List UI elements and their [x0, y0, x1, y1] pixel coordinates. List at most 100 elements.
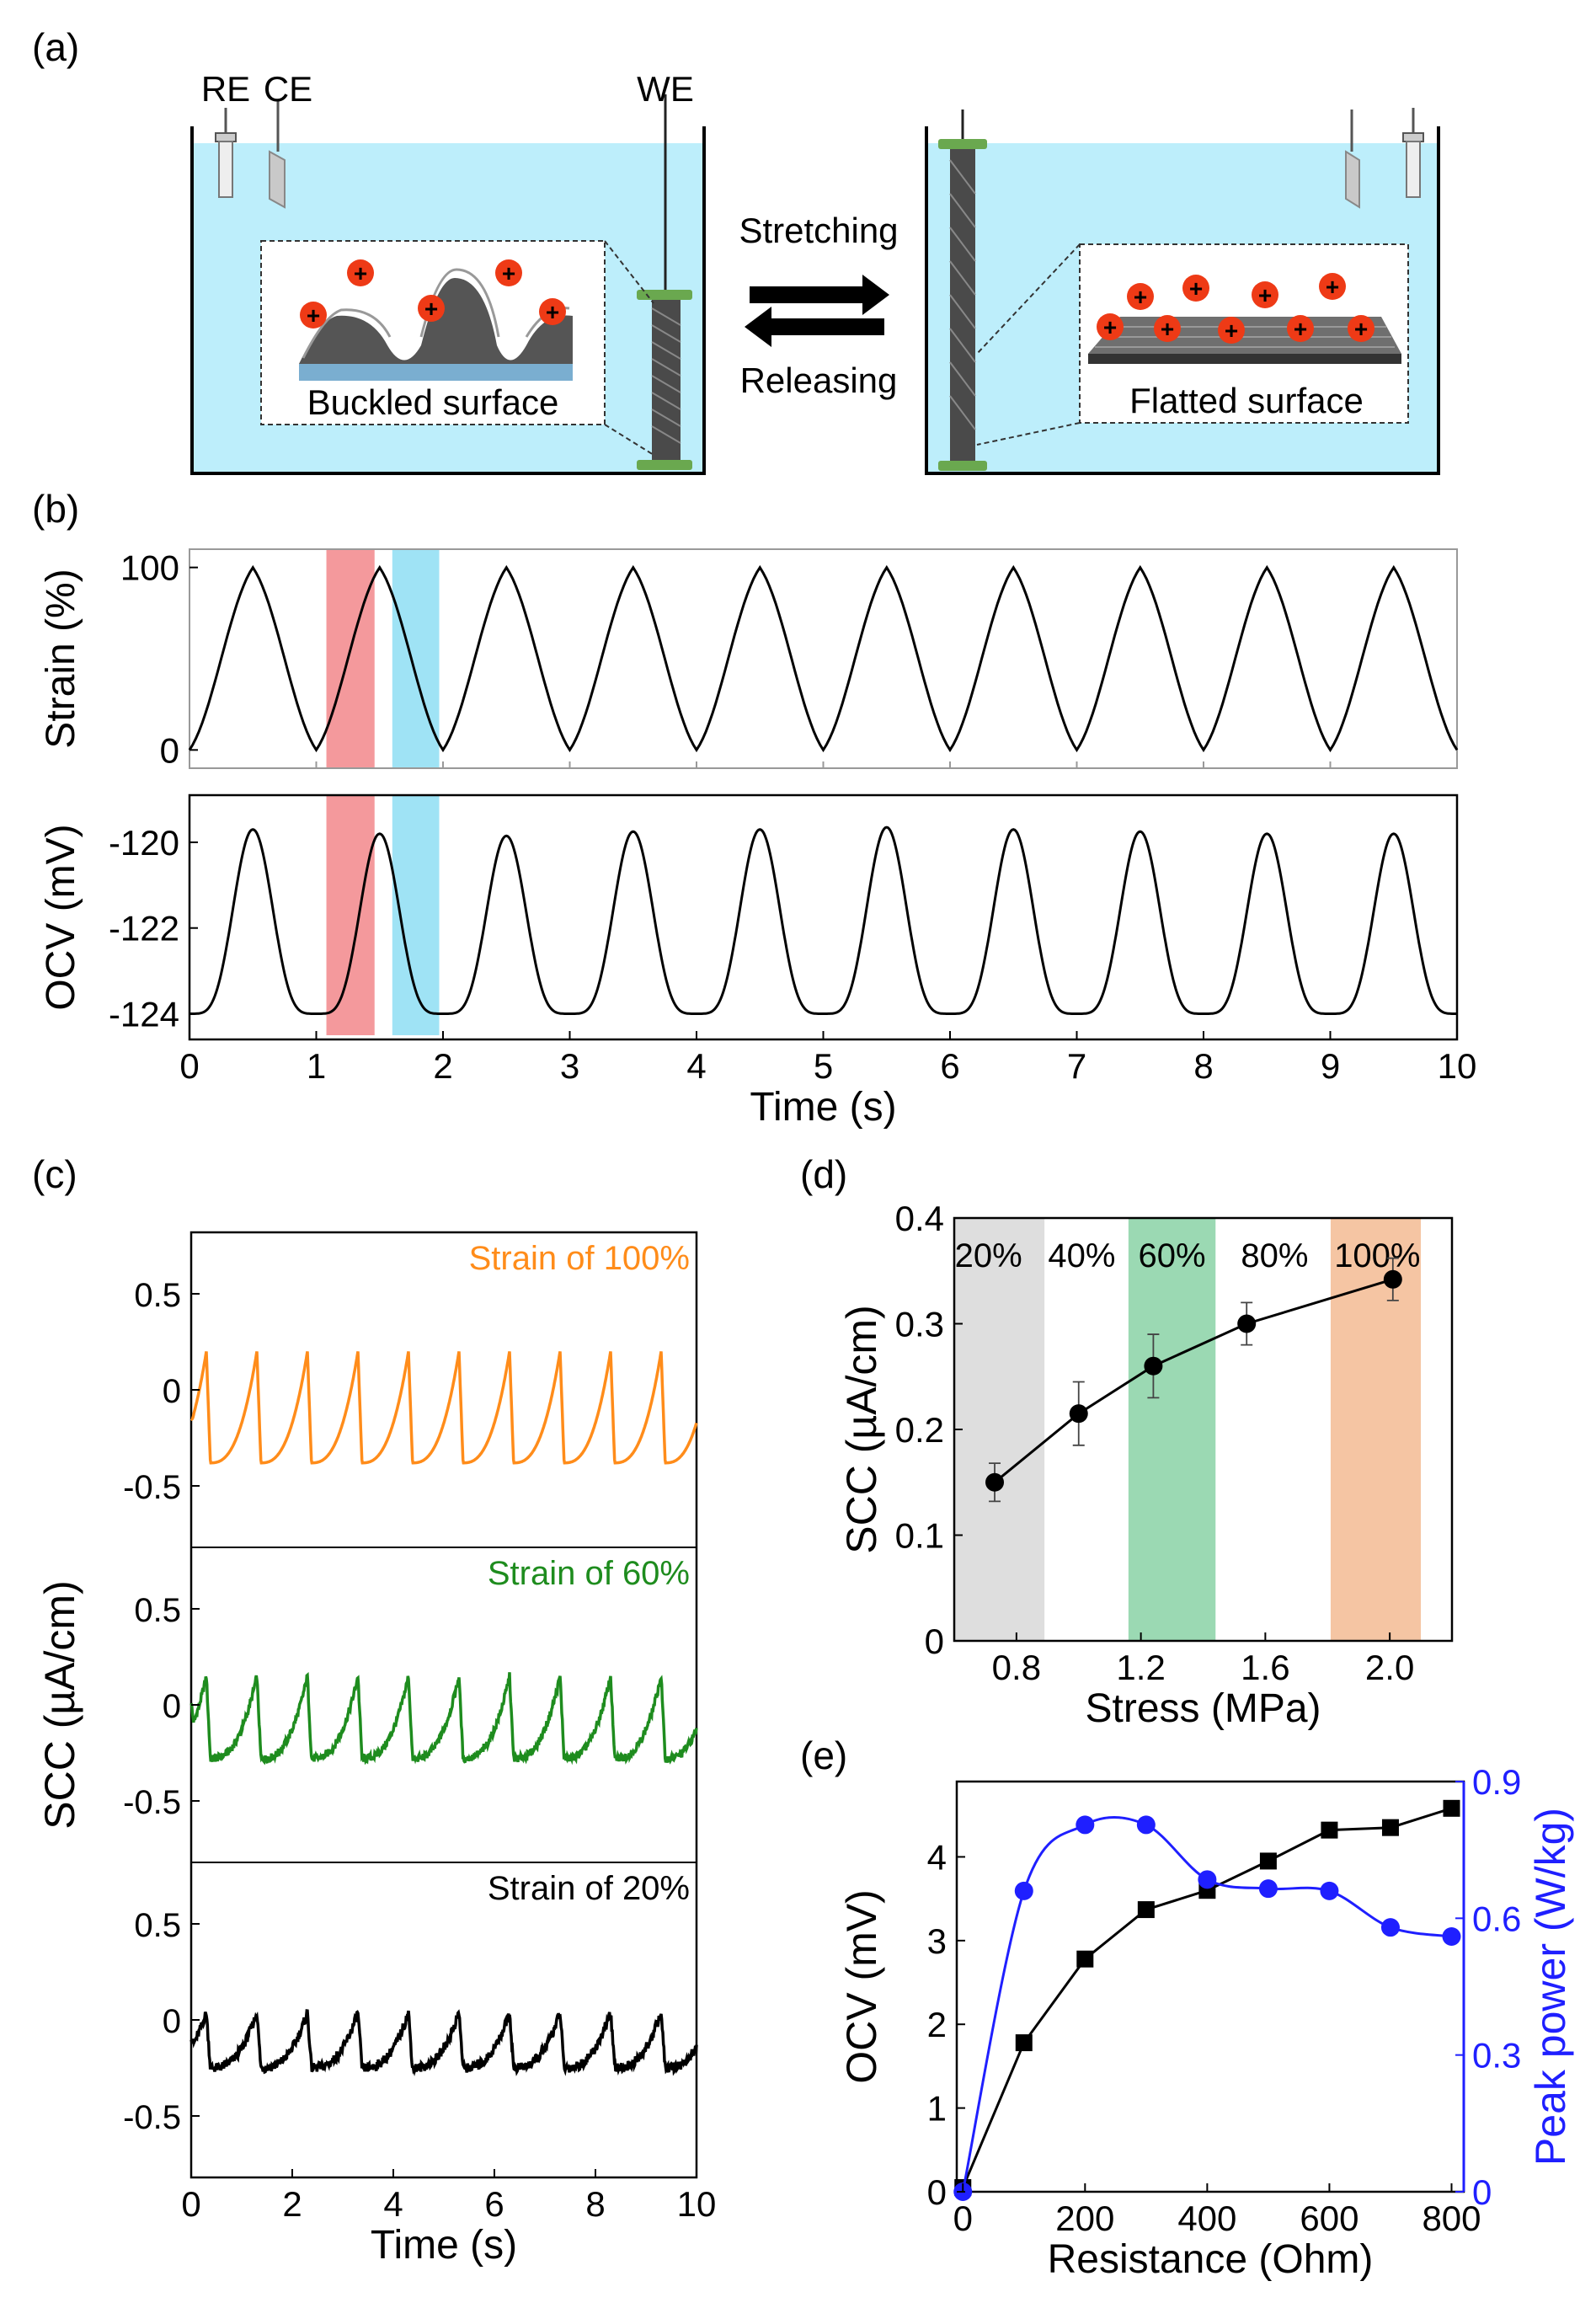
stress-band — [1128, 1218, 1216, 1641]
charge-plus: + — [1354, 316, 1368, 342]
band-label: 60% — [1139, 1237, 1206, 1274]
y2-tick-label: 0.3 — [1472, 2036, 1521, 2076]
x-tick-label: 8 — [1193, 1046, 1213, 1086]
y-axis-label: SCC (µA/cm) — [838, 1305, 885, 1553]
data-point — [1144, 1356, 1163, 1376]
x-tick-label: 7 — [1067, 1046, 1086, 1086]
scc-series-line — [189, 1351, 698, 1465]
charge-plus: + — [546, 299, 559, 325]
counter-electrode — [269, 101, 286, 209]
ocv-square-marker — [1259, 1852, 1277, 1870]
re-label: RE — [201, 69, 250, 109]
y-tick-label: -124 — [109, 994, 179, 1034]
y-tick-label: 0 — [163, 2003, 181, 2040]
y-tick-label: 0 — [927, 2172, 947, 2212]
data-point — [1069, 1404, 1088, 1424]
x-tick-label: 10 — [1438, 1046, 1477, 1086]
y-tick-label: 0.5 — [134, 1907, 181, 1944]
band-label: 20% — [955, 1237, 1022, 1274]
y-tick-label: 0.1 — [895, 1516, 944, 1556]
y-axis-label: SCC (µA/cm) — [36, 1580, 83, 1829]
y-tick-label: 100 — [120, 548, 179, 588]
x-tick-label: 800 — [1422, 2198, 1481, 2238]
y-tick-label: -122 — [109, 909, 179, 948]
y-axis-label: Strain (%) — [39, 569, 83, 748]
y-tick-label: 0.5 — [134, 1592, 181, 1629]
y-tick-label: 0 — [163, 1373, 181, 1410]
power-circle-marker — [1076, 1815, 1095, 1835]
y-tick-label: 1 — [927, 2089, 947, 2129]
x-tick-label: 0.8 — [992, 1648, 1041, 1687]
strain-series-line — [188, 564, 1459, 753]
ocv-line — [961, 1807, 1452, 2188]
x-tick-label: 200 — [1055, 2198, 1114, 2238]
y-tick-label: -0.5 — [123, 2099, 181, 2136]
ocv-square-marker — [1321, 1821, 1338, 1839]
charge-plus: + — [1134, 284, 1147, 310]
charge-plus: + — [1294, 316, 1307, 342]
power-circle-marker — [1258, 1879, 1278, 1899]
ocv-square-marker — [1443, 1799, 1460, 1817]
peak-power-curve — [961, 1815, 1452, 2193]
x-tick-label: 3 — [560, 1046, 579, 1086]
panel-label-a: (a) — [32, 25, 79, 69]
charge-plus: + — [1103, 314, 1117, 340]
band-label: 100% — [1334, 1237, 1420, 1274]
buckled-surface-inset: + + + + + Buckled surface — [260, 240, 654, 456]
plot-frame — [955, 1780, 1465, 2193]
x-tick-label: 2 — [433, 1046, 452, 1086]
y-tick-label: 0 — [163, 1688, 181, 1725]
x-axis-label: Time (s) — [371, 2223, 517, 2268]
stretch-release-arrows: Stretching Releasing — [739, 211, 898, 400]
y-tick-label: -0.5 — [123, 1469, 181, 1506]
x-tick-label: 2.0 — [1365, 1648, 1414, 1687]
charge-plus: + — [502, 260, 515, 286]
y-tick-label: 2 — [927, 2005, 947, 2044]
plot-frame — [188, 793, 1459, 1041]
counter-electrode-right — [1345, 110, 1360, 209]
left-beaker-wall — [190, 126, 706, 475]
buckled-surface-label: Buckled surface — [307, 382, 559, 422]
band-label: 80% — [1241, 1237, 1308, 1274]
y-axis-label: OCV (mV) — [39, 824, 83, 1010]
ocv-series-line — [189, 825, 1457, 1015]
releasing-label: Releasing — [740, 361, 898, 400]
y-axis-label: OCV (mV) — [838, 1889, 885, 2084]
x-tick-label: 10 — [677, 2184, 717, 2224]
plot-frame — [189, 548, 1458, 769]
x-tick-label: 6 — [484, 2184, 504, 2224]
power-circle-marker — [1442, 1926, 1461, 1946]
series-label: Strain of 20% — [488, 1870, 690, 1907]
charge-plus: + — [1161, 316, 1174, 342]
data-point — [1383, 1269, 1402, 1289]
y2-tick-label: 0.9 — [1472, 1762, 1521, 1802]
working-electrode-fiber-stretched — [938, 110, 987, 471]
x-tick-label: 4 — [686, 1046, 706, 1086]
x-tick-label: 1 — [307, 1046, 326, 1086]
x-tick-label: 600 — [1300, 2198, 1358, 2238]
highlight-band-blue — [392, 549, 440, 768]
chart-ocv-power-resistance: 0 1 2 3 4 0 0.3 0.6 0.9 0 200 400 600 800 Resistance (… — [838, 1762, 1574, 2282]
chart-strain: 0 100 Strain (%) — [39, 548, 1459, 770]
ocv-square-marker — [1076, 1950, 1094, 1968]
stress-band — [1330, 1218, 1422, 1641]
x-tick-label: 4 — [383, 2184, 403, 2224]
charge-plus: + — [1258, 282, 1272, 308]
power-circle-marker — [1136, 1815, 1156, 1835]
scc-series-line — [189, 1671, 698, 1766]
x-tick-label: 0 — [181, 2184, 200, 2224]
power-circle-marker — [1014, 1881, 1033, 1900]
flatted-surface-label: Flatted surface — [1129, 381, 1364, 420]
highlight-band-red — [326, 549, 375, 768]
x-axis-label: Time (s) — [750, 1085, 896, 1130]
flatted-surface-inset: + + + + + + + + + Flatted surface — [976, 243, 1409, 446]
charge-plus: + — [354, 260, 367, 286]
charge-plus: + — [1326, 274, 1339, 300]
plot-frame — [189, 1231, 698, 2179]
x-axis-label: Resistance (Ohm) — [1048, 2237, 1374, 2282]
y-tick-label: 0.4 — [895, 1199, 944, 1238]
band-label: 40% — [1048, 1237, 1115, 1274]
highlight-band-red — [326, 795, 375, 1035]
